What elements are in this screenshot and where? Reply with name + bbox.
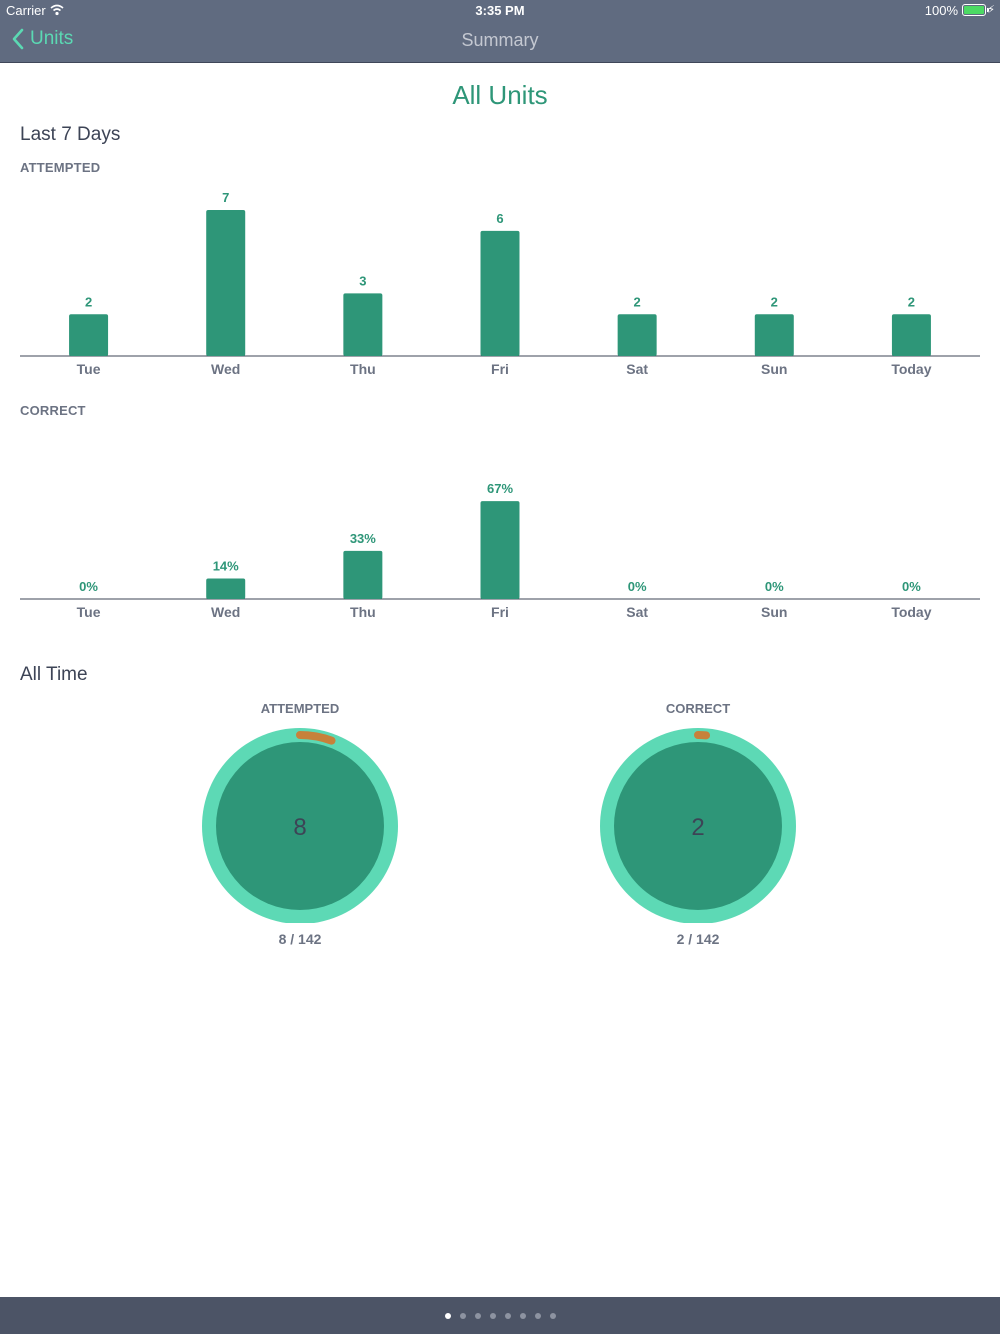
tick-label-sat: Sat — [626, 604, 648, 620]
correct-fraction: 2 / 142 — [676, 931, 720, 947]
clock: 3:35 PM — [475, 3, 525, 18]
page-dot-3[interactable] — [474, 1312, 481, 1319]
page-title: All Units — [452, 80, 548, 110]
bar-fri — [480, 230, 520, 356]
correct-donut: CORRECT 2 2 / 142 — [598, 701, 798, 947]
bar-wed — [206, 210, 246, 356]
bar-fri — [480, 501, 520, 599]
attempted-progress-ring: 8 — [202, 728, 398, 923]
data-label-thu: 33% — [350, 531, 376, 546]
bar-wed — [206, 578, 246, 599]
data-label-tue: 0% — [79, 579, 98, 594]
battery-icon — [962, 4, 989, 16]
nav-title: Summary — [461, 30, 539, 50]
attempted-chart-label: ATTEMPTED — [20, 160, 101, 175]
back-button[interactable]: Units — [12, 28, 73, 50]
tick-label-fri: Fri — [491, 361, 509, 377]
attempted-donut-label: ATTEMPTED — [260, 701, 340, 716]
status-bar: Carrier 3:35 PM 100% ⚡ — [0, 0, 1000, 20]
bar-thu — [343, 293, 383, 356]
data-label-sun: 0% — [765, 579, 784, 594]
data-label-sat: 2 — [634, 294, 641, 309]
data-label-wed: 7 — [222, 190, 229, 205]
tick-label-today: Today — [891, 361, 931, 377]
data-label-today: 2 — [908, 294, 915, 309]
page-dot-8[interactable] — [549, 1312, 556, 1319]
page-dot-7[interactable] — [534, 1312, 541, 1319]
wifi-icon — [50, 4, 64, 16]
page-dot-5[interactable] — [504, 1312, 511, 1319]
carrier-label: Carrier — [6, 3, 46, 18]
data-label-fri: 6 — [496, 211, 503, 226]
tick-label-sun: Sun — [761, 604, 787, 620]
correct-count: 2 — [691, 814, 704, 841]
tick-label-thu: Thu — [350, 604, 376, 620]
page-dot-6[interactable] — [519, 1312, 526, 1319]
attempted-fraction: 8 / 142 — [278, 931, 322, 947]
tick-label-today: Today — [891, 604, 931, 620]
bar-sun — [754, 314, 794, 356]
tick-label-thu: Thu — [350, 361, 376, 377]
page-dot-2[interactable] — [459, 1312, 466, 1319]
attempted-donut: ATTEMPTED 8 8 / 142 — [200, 701, 400, 947]
tick-label-fri: Fri — [491, 604, 509, 620]
navigation-bar: Units Summary — [0, 20, 1000, 63]
correct-chart: 0% Tue 14% Wed 33% Thu 67% Fri 0% Sat 0% Sun 0% Today — [20, 423, 980, 623]
tick-label-wed: Wed — [211, 604, 240, 620]
bar-thu — [343, 550, 383, 599]
correct-chart-label: CORRECT — [20, 403, 86, 418]
back-button-label: Units — [30, 28, 74, 49]
data-label-wed: 14% — [213, 559, 239, 574]
data-label-thu: 3 — [359, 273, 366, 288]
data-label-tue: 2 — [85, 294, 92, 309]
data-label-sun: 2 — [771, 294, 778, 309]
data-label-sat: 0% — [628, 579, 647, 594]
last-7-days-heading: Last 7 Days — [20, 124, 121, 145]
attempted-chart: 2 Tue 7 Wed 3 Thu 6 Fri 2 Sat 2 Sun 2 Today — [20, 180, 980, 380]
tick-label-sun: Sun — [761, 361, 787, 377]
page-control[interactable] — [0, 1297, 1000, 1334]
tick-label-wed: Wed — [211, 361, 240, 377]
page-dot-1[interactable] — [444, 1312, 451, 1319]
all-time-heading: All Time — [20, 664, 88, 685]
bar-tue — [69, 314, 109, 356]
attempted-count: 8 — [293, 814, 306, 841]
page-dot-4[interactable] — [489, 1312, 496, 1319]
bar-today — [891, 314, 931, 356]
chevron-left-icon — [12, 28, 24, 50]
correct-progress-ring: 2 — [600, 728, 796, 923]
tick-label-sat: Sat — [626, 361, 648, 377]
battery-percent: 100% — [924, 3, 958, 18]
tick-label-tue: Tue — [77, 604, 101, 620]
data-label-fri: 67% — [487, 481, 513, 496]
data-label-today: 0% — [902, 579, 921, 594]
correct-donut-label: CORRECT — [665, 701, 731, 716]
charging-icon: ⚡ — [987, 4, 995, 16]
bar-sat — [617, 314, 657, 356]
tick-label-tue: Tue — [77, 361, 101, 377]
